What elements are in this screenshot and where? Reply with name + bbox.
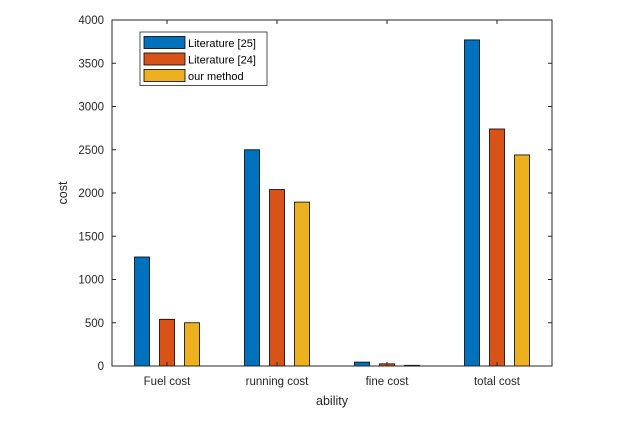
y-tick-label: 2000 — [78, 188, 104, 200]
bar-literature-25-total-cost — [464, 39, 480, 367]
x-tick-label: total cost — [474, 376, 521, 388]
legend-label: Literature [24] — [188, 55, 256, 67]
y-tick-label: 4000 — [78, 15, 104, 27]
y-tick-label: 0 — [98, 361, 104, 373]
legend-swatch — [143, 52, 186, 66]
x-tick-label: Fuel cost — [144, 376, 191, 388]
bar-literature-25-fine-cost — [354, 361, 370, 367]
bar-literature-24-total-cost — [489, 128, 505, 367]
y-tick-label: 1500 — [78, 231, 104, 243]
legend-swatch — [143, 36, 186, 49]
bar-our-method-running-cost — [294, 201, 310, 367]
y-tick-label: 500 — [85, 318, 104, 330]
legend-swatch — [143, 69, 186, 82]
x-tick-labels: Fuel cost running cost fine cost total cost — [144, 376, 521, 388]
bar-literature-25-fuel-cost — [134, 256, 150, 367]
legend-label: Literature [25] — [188, 38, 256, 50]
bar-literature-25-running-cost — [244, 149, 260, 367]
x-axis-label: ability — [316, 394, 349, 408]
y-tick-label: 2500 — [78, 145, 104, 157]
legend: Literature [25] Literature [24] our method — [139, 31, 268, 86]
y-tick-label: 3500 — [78, 58, 104, 70]
y-tick-labels: 0 500 1000 1500 2000 2500 3000 3500 4000 — [78, 15, 104, 373]
bar-our-method-total-cost — [514, 154, 530, 367]
axes-group — [111, 19, 553, 367]
bar-literature-24-fuel-cost — [159, 318, 175, 367]
y-tick-label: 1000 — [78, 275, 104, 287]
x-tick-label: running cost — [246, 376, 309, 388]
y-tick-label: 3000 — [78, 102, 104, 114]
x-tick-label: fine cost — [366, 376, 410, 388]
y-axis-label: cost — [56, 181, 70, 204]
bar-our-method-fuel-cost — [184, 322, 200, 367]
bar-literature-24-running-cost — [269, 189, 285, 367]
legend-label: our method — [188, 71, 244, 83]
